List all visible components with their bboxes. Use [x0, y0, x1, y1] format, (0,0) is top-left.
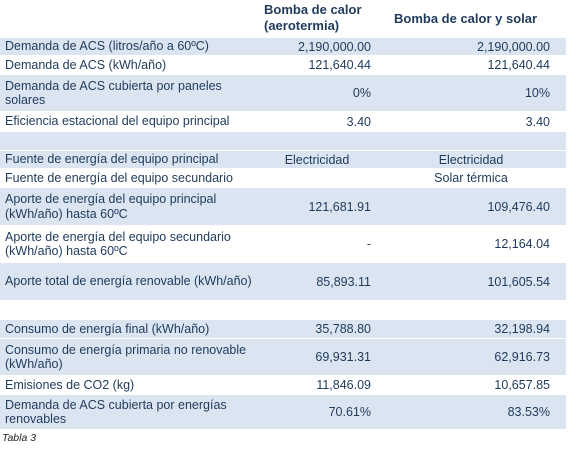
table-row	[0, 132, 566, 151]
value-aerotermia: 3.40	[346, 114, 371, 129]
table-row: Demanda de ACS (kWh/año) 121,640.44 121,64…	[0, 56, 566, 75]
value-aerotermia: 85,893.11	[316, 274, 371, 289]
table-row: Aporte de energía del equipo secundario …	[0, 226, 566, 263]
value-solar: 101,605.54	[487, 274, 550, 289]
table-row	[0, 301, 566, 320]
table-row: Consumo de energía primaria no renovable…	[0, 339, 566, 376]
row-label: Eficiencia estacional del equipo princip…	[5, 114, 230, 129]
row-label: Demanda de ACS cubierta por paneles sola…	[5, 78, 222, 108]
value-aerotermia	[258, 132, 376, 150]
row-label	[0, 301, 258, 319]
value-aerotermia: -	[366, 237, 371, 251]
column-header-aerotermia-line2: (aerotermia)	[264, 18, 340, 33]
table-body: Demanda de ACS (litros/año a 60ºC) 2,190,…	[0, 38, 566, 430]
row-label: Aporte total de energía renovable (kWh/a…	[5, 274, 252, 289]
value-aerotermia: 69,931.31	[315, 350, 371, 364]
row-label: Aporte de energía del equipo principal (…	[5, 192, 217, 221]
table-row: Demanda de ACS cubierta por paneles sola…	[0, 75, 566, 112]
row-label: Demanda de ACS (litros/año a 60ºC)	[5, 39, 209, 54]
row-label	[0, 132, 258, 150]
value-solar: 109,476.40	[487, 199, 550, 214]
row-label: Fuente de energía del equipo principal	[5, 152, 219, 167]
table-row: Emisiones de CO2 (kg) 11,846.09 10,657.85	[0, 376, 566, 395]
table-header: Bomba de calor (aerotermia) Bomba de cal…	[0, 0, 566, 38]
comparison-table: Bomba de calor (aerotermia) Bomba de cal…	[0, 0, 566, 430]
row-label: Emisiones de CO2 (kg)	[5, 377, 135, 392]
value-solar: 10%	[524, 86, 550, 100]
value-solar: 2,190,000.00	[477, 39, 550, 54]
row-label: Demanda de ACS (kWh/año)	[5, 57, 167, 72]
table-caption: Tabla 3	[2, 432, 37, 444]
value-aerotermia	[258, 169, 376, 187]
table-row: Aporte total de energía renovable (kWh/a…	[0, 263, 566, 301]
column-header-aerotermia: Bomba de calor (aerotermia)	[264, 2, 384, 34]
value-aerotermia: Electricidad	[284, 152, 350, 167]
column-header-solar: Bomba de calor y solar	[394, 11, 538, 26]
row-label: Aporte de energía del equipo secundario …	[5, 229, 231, 259]
value-solar: 62,916.73	[494, 350, 550, 364]
value-solar: 32,198.94	[494, 322, 550, 336]
table-row: Demanda de ACS (litros/año a 60ºC) 2,190,…	[0, 38, 566, 56]
table-row: Consumo de energía final (kWh/año) 35,788…	[0, 320, 566, 339]
value-solar: 10,657.85	[494, 378, 550, 392]
table-row: Aporte de energía del equipo principal (…	[0, 188, 566, 226]
row-label: Consumo de energía final (kWh/año)	[5, 321, 210, 336]
value-solar: 83.53%	[507, 405, 550, 419]
value-solar: Solar térmica	[434, 171, 508, 185]
table-row: Demanda de ACS cubierta por energías ren…	[0, 395, 566, 430]
table-row: Fuente de energía del equipo secundario S…	[0, 169, 566, 188]
column-header-aerotermia-line1: Bomba de calor	[264, 2, 362, 17]
value-aerotermia: 121,681.91	[308, 199, 371, 214]
row-label: Fuente de energía del equipo secundario	[5, 170, 233, 185]
value-aerotermia	[258, 301, 376, 319]
value-solar: Electricidad	[438, 152, 504, 167]
table-row: Fuente de energía del equipo principal El…	[0, 151, 566, 169]
value-aerotermia: 121,640.44	[308, 58, 371, 72]
value-aerotermia: 35,788.80	[315, 322, 371, 336]
value-solar: 12,164.04	[494, 237, 550, 251]
value-solar: 121,640.44	[487, 58, 550, 72]
value-aerotermia: 0%	[352, 86, 371, 100]
value-aerotermia: 70.61%	[328, 405, 371, 419]
row-label: Demanda de ACS cubierta por energías ren…	[5, 397, 227, 427]
table-row: Eficiencia estacional del equipo princip…	[0, 112, 566, 132]
value-solar: 3.40	[525, 114, 550, 129]
value-solar	[376, 301, 566, 319]
row-label: Consumo de energía primaria no renovable…	[5, 342, 247, 372]
value-solar	[376, 132, 566, 150]
value-aerotermia: 2,190,000.00	[298, 39, 371, 54]
value-aerotermia: 11,846.09	[316, 378, 371, 392]
